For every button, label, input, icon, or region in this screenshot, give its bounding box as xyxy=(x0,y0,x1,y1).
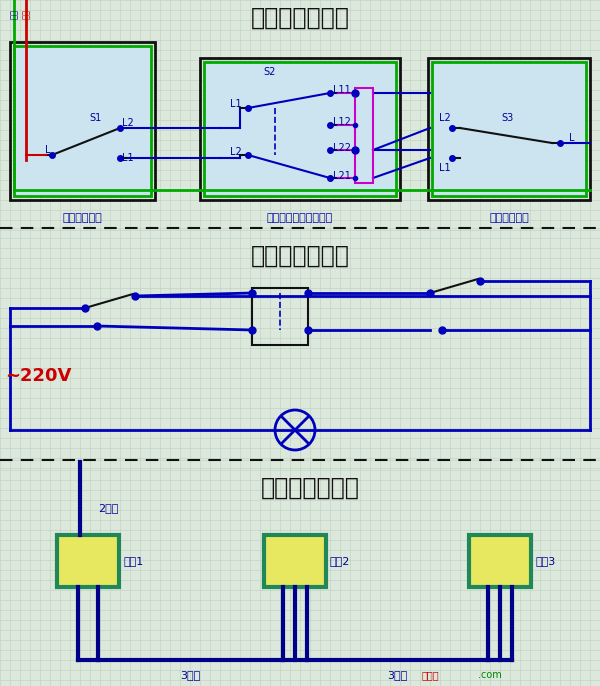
Text: L12: L12 xyxy=(333,117,351,127)
Text: .com: .com xyxy=(478,670,502,680)
Text: L11: L11 xyxy=(333,85,351,95)
Text: 三控开关布线图: 三控开关布线图 xyxy=(260,476,359,500)
Text: 三控开关接线图: 三控开关接线图 xyxy=(251,6,349,30)
Text: 单开双控开关: 单开双控开关 xyxy=(489,213,529,223)
Text: L1: L1 xyxy=(230,99,242,109)
Bar xyxy=(200,58,400,200)
Text: 三控开关原理图: 三控开关原理图 xyxy=(251,244,349,268)
Text: S2: S2 xyxy=(264,67,276,77)
Bar xyxy=(432,62,586,196)
Text: L: L xyxy=(45,145,51,155)
Text: L: L xyxy=(569,133,575,143)
Text: 开兴2: 开兴2 xyxy=(330,556,350,566)
Bar xyxy=(57,535,119,587)
Text: L2: L2 xyxy=(439,113,451,123)
Bar xyxy=(14,46,151,196)
Bar xyxy=(252,288,308,345)
Text: 开兴1: 开兴1 xyxy=(123,556,143,566)
Text: S3: S3 xyxy=(502,113,514,123)
Bar xyxy=(355,88,373,183)
Text: 相线: 相线 xyxy=(10,9,19,19)
Text: 中途开关（三控开关）: 中途开关（三控开关） xyxy=(267,213,333,223)
Text: 3根线: 3根线 xyxy=(387,670,407,680)
Text: 开兴3: 开兴3 xyxy=(535,556,555,566)
Text: L21: L21 xyxy=(333,171,351,181)
Text: 2根线: 2根线 xyxy=(98,503,118,513)
Text: 3根线: 3根线 xyxy=(180,670,200,680)
Text: 接线图: 接线图 xyxy=(421,670,439,680)
Bar xyxy=(204,62,396,196)
Text: L2: L2 xyxy=(122,118,134,128)
Text: 火线: 火线 xyxy=(22,9,31,19)
Text: L22: L22 xyxy=(333,143,351,153)
Bar xyxy=(264,535,326,587)
Text: S1: S1 xyxy=(89,113,101,123)
Text: L1: L1 xyxy=(122,153,134,163)
Text: L2: L2 xyxy=(230,147,242,157)
Bar xyxy=(10,42,155,200)
Bar xyxy=(469,535,531,587)
Text: 单开双控开关: 单开双控开关 xyxy=(62,213,102,223)
Text: L1: L1 xyxy=(439,163,451,173)
Text: ~220V: ~220V xyxy=(5,367,71,385)
Bar xyxy=(428,58,590,200)
